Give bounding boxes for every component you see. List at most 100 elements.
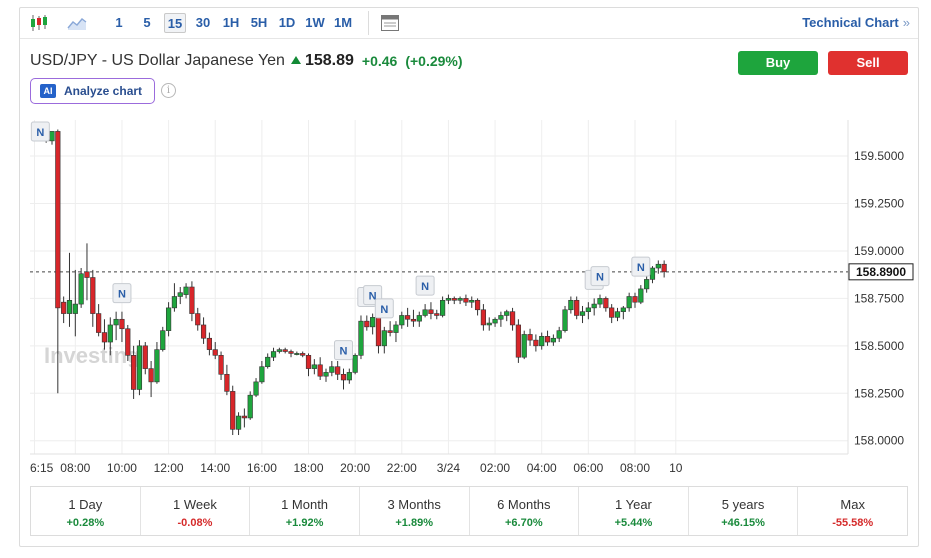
candle-body — [177, 292, 183, 297]
last-price-box — [848, 263, 914, 281]
y-tick-label: 158.7500 — [854, 291, 904, 305]
candle-body — [579, 311, 586, 316]
period-change: +5.44% — [614, 517, 653, 529]
candle-body — [49, 131, 55, 142]
info-icon[interactable]: i — [161, 83, 176, 98]
period-label: 1 Week — [173, 497, 217, 512]
period-1-day[interactable]: 1 Day +0.28% — [31, 487, 141, 535]
candle-body — [399, 315, 405, 326]
candle-body — [574, 299, 580, 316]
candle-body — [61, 301, 67, 314]
period-label: 1 Day — [68, 497, 103, 512]
candle-body — [294, 353, 300, 355]
candle-body — [101, 332, 108, 343]
timeframe-5[interactable]: 5 — [143, 15, 151, 30]
period-5-years[interactable]: 5 years +46.15% — [689, 487, 799, 535]
candle-body — [527, 334, 533, 341]
analyze-chart-button[interactable]: AI Analyze chart — [30, 78, 155, 104]
news-marker-label: N — [380, 304, 388, 316]
news-marker — [374, 298, 394, 319]
candle-body — [154, 349, 160, 383]
candle-body — [142, 345, 148, 369]
x-tick-label: 16:00 — [247, 461, 277, 475]
candle-body — [265, 356, 271, 368]
timeframe-1h[interactable]: 1H — [222, 15, 240, 30]
candle-body — [416, 315, 422, 322]
candlestick-icon[interactable] — [28, 13, 50, 33]
news-marker — [30, 121, 50, 142]
x-tick-label: 12:00 — [154, 461, 184, 475]
x-tick-label: 20:00 — [340, 461, 370, 475]
candle-body — [521, 334, 527, 358]
candle-body — [422, 309, 428, 316]
candle-body — [393, 324, 399, 333]
timeframe-5h[interactable]: 5H — [250, 15, 268, 30]
candle-body — [352, 355, 358, 373]
period-1-week[interactable]: 1 Week -0.08% — [141, 487, 251, 535]
news-marker-label: N — [637, 262, 645, 274]
period-max[interactable]: Max -55.58% — [798, 487, 907, 535]
candle-body — [335, 366, 341, 375]
timeframe-1d[interactable]: 1D — [278, 15, 296, 30]
candle-body — [597, 298, 603, 305]
news-marker-label: N — [421, 281, 429, 293]
news-marker — [631, 256, 651, 277]
candle-body — [515, 324, 521, 358]
candle-body — [445, 298, 452, 301]
period-3-months[interactable]: 3 Months +1.89% — [360, 487, 470, 535]
period-1-year[interactable]: 1 Year +5.44% — [579, 487, 689, 535]
technical-chart-link[interactable]: Technical Chart» — [802, 15, 910, 30]
candle-body — [603, 298, 609, 309]
candle-body — [218, 355, 224, 375]
sell-button[interactable]: Sell — [828, 51, 908, 75]
candle-body — [212, 349, 218, 356]
candle-body — [165, 307, 172, 331]
candle-body — [381, 330, 387, 347]
period-change: -55.58% — [832, 517, 874, 529]
buy-button[interactable]: Buy — [738, 51, 818, 75]
area-chart-icon[interactable] — [66, 13, 88, 33]
timeframe-15[interactable]: 15 — [164, 13, 186, 33]
timeframe-1[interactable]: 1 — [115, 15, 123, 30]
candle-body — [451, 298, 457, 301]
timeframe-30[interactable]: 30 — [195, 15, 211, 30]
candle-body — [428, 309, 434, 314]
period-change: +6.70% — [505, 517, 543, 529]
x-tick-label: 6:15 — [30, 461, 54, 475]
candle-body — [72, 303, 78, 314]
price-chart[interactable]: Investing 159.5000 159.2500 159.0000 158.750… — [20, 116, 918, 476]
chart-toolbar: 1 5 15 30 1H 5H 1D 1W 1M Technical Chart… — [20, 8, 918, 39]
candle-body — [148, 368, 154, 383]
technical-chart-label: Technical Chart — [802, 15, 899, 30]
double-chevron-right-icon: » — [902, 15, 910, 30]
x-tick-label: 02:00 — [480, 461, 510, 475]
period-1-month[interactable]: 1 Month +1.92% — [250, 487, 360, 535]
timeframe-1w[interactable]: 1W — [305, 15, 325, 30]
toolbar-divider — [368, 11, 369, 35]
candle-body — [346, 372, 352, 381]
candle-body — [509, 311, 516, 326]
candle-body — [632, 296, 638, 303]
news-marker-label: N — [118, 289, 126, 301]
candle-body — [533, 339, 539, 347]
candle-body — [183, 286, 189, 295]
candle-body — [550, 337, 556, 343]
period-change: +1.92% — [285, 517, 324, 529]
timeframe-1m[interactable]: 1M — [333, 15, 353, 30]
period-label: Max — [840, 497, 865, 512]
candle-body — [474, 299, 481, 311]
candle-body — [434, 313, 440, 316]
candle-body — [340, 373, 347, 381]
period-6-months[interactable]: 6 Months +6.70% — [470, 487, 580, 535]
period-change: -0.08% — [177, 517, 213, 529]
candle-body — [492, 318, 498, 324]
layout-icon[interactable] — [379, 13, 401, 33]
last-price-label: 158.8900 — [856, 265, 906, 279]
candle-body — [171, 296, 178, 309]
period-label: 1 Year — [615, 497, 652, 512]
news-marker-label: N — [36, 127, 44, 139]
candle-body — [644, 279, 650, 290]
candle-body — [224, 373, 230, 392]
candle-body — [620, 307, 626, 312]
x-tick-label: 08:00 — [60, 461, 90, 475]
